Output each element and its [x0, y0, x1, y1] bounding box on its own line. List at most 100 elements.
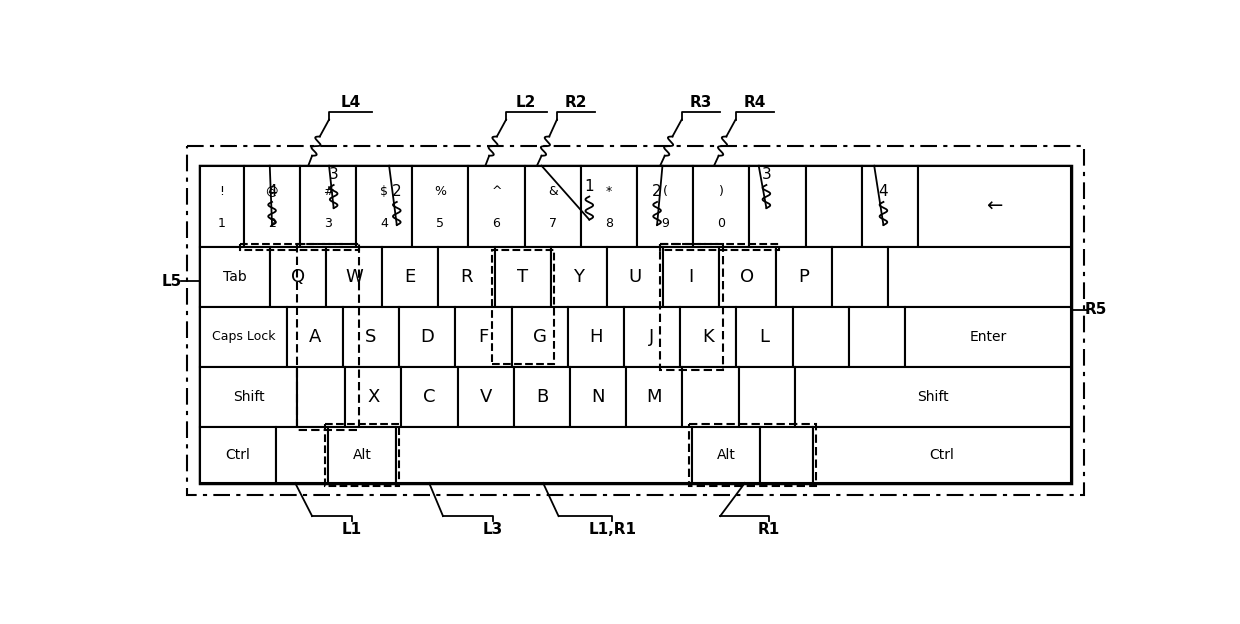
Text: L5: L5 — [162, 274, 182, 289]
Bar — [382, 246, 439, 306]
Text: U: U — [629, 268, 642, 286]
Text: A: A — [309, 328, 321, 346]
Text: P: P — [799, 268, 810, 286]
Bar — [693, 166, 749, 246]
Text: 2: 2 — [392, 185, 402, 200]
Bar — [626, 367, 682, 427]
Text: X: X — [367, 388, 379, 406]
Text: @: @ — [265, 185, 278, 198]
Bar — [570, 367, 626, 427]
Text: 4: 4 — [268, 185, 277, 200]
Bar — [513, 367, 570, 427]
Bar — [776, 246, 832, 306]
Bar — [439, 246, 495, 306]
Bar — [719, 246, 776, 306]
Bar — [243, 166, 300, 246]
Bar — [201, 246, 270, 306]
Bar — [277, 427, 329, 483]
Bar — [201, 367, 296, 427]
Text: 3: 3 — [324, 217, 332, 230]
Bar — [795, 367, 1070, 427]
Bar — [201, 166, 243, 246]
Text: E: E — [404, 268, 415, 286]
Bar — [905, 306, 1070, 367]
Text: Enter: Enter — [970, 329, 1007, 344]
Text: 3: 3 — [761, 167, 771, 182]
Text: 4: 4 — [381, 217, 388, 230]
Text: O: O — [740, 268, 755, 286]
Text: T: T — [517, 268, 528, 286]
Text: R: R — [460, 268, 472, 286]
Text: Q: Q — [291, 268, 305, 286]
Text: 8: 8 — [605, 217, 613, 230]
Bar — [343, 306, 399, 367]
Text: ^: ^ — [491, 185, 502, 198]
Text: R4: R4 — [744, 95, 766, 110]
Text: Shift: Shift — [916, 390, 949, 404]
Bar — [660, 243, 723, 370]
Text: 1: 1 — [584, 179, 594, 194]
Bar — [241, 243, 360, 250]
Bar — [888, 246, 1070, 306]
Bar — [663, 246, 719, 306]
Bar — [862, 166, 918, 246]
Bar — [356, 166, 412, 246]
Text: 3: 3 — [329, 167, 339, 182]
Bar — [580, 166, 637, 246]
Text: ): ) — [719, 185, 724, 198]
Text: &: & — [548, 185, 558, 198]
Text: C: C — [423, 388, 435, 406]
Text: 4: 4 — [879, 185, 888, 200]
Bar — [551, 246, 608, 306]
Text: L: L — [759, 328, 770, 346]
Text: R5: R5 — [1085, 302, 1107, 317]
Bar — [326, 246, 382, 306]
Text: Shift: Shift — [233, 390, 264, 404]
Bar — [849, 306, 905, 367]
Bar — [832, 246, 888, 306]
Text: Alt: Alt — [352, 448, 372, 462]
Text: F: F — [479, 328, 489, 346]
Text: 0: 0 — [718, 217, 725, 230]
Bar — [624, 306, 681, 367]
Bar — [682, 367, 739, 427]
Text: L2: L2 — [516, 95, 537, 110]
Bar — [760, 427, 812, 483]
Bar — [469, 166, 525, 246]
Text: D: D — [420, 328, 434, 346]
Text: S: S — [366, 328, 377, 346]
Text: $: $ — [381, 185, 388, 198]
Text: I: I — [688, 268, 694, 286]
Text: Y: Y — [573, 268, 584, 286]
Bar — [458, 367, 513, 427]
Bar — [345, 367, 402, 427]
Bar — [737, 306, 792, 367]
Text: W: W — [345, 268, 363, 286]
Text: R1: R1 — [758, 522, 780, 537]
Text: B: B — [536, 388, 548, 406]
Bar — [286, 306, 343, 367]
Text: *: * — [606, 185, 613, 198]
Text: 2: 2 — [268, 217, 275, 230]
Bar — [637, 166, 693, 246]
Text: Ctrl: Ctrl — [226, 448, 250, 462]
Bar — [296, 367, 345, 427]
Bar — [270, 246, 326, 306]
Text: G: G — [533, 328, 547, 346]
Text: Ctrl: Ctrl — [929, 448, 954, 462]
Text: V: V — [480, 388, 492, 406]
Text: Tab: Tab — [223, 270, 247, 284]
Text: L1: L1 — [342, 522, 362, 537]
Bar — [396, 427, 692, 483]
Bar — [812, 427, 1070, 483]
Bar — [806, 166, 862, 246]
Bar — [325, 424, 399, 486]
Bar — [495, 246, 551, 306]
Text: 9: 9 — [661, 217, 670, 230]
Text: R2: R2 — [565, 95, 588, 110]
Text: %: % — [434, 185, 446, 198]
Text: 2: 2 — [652, 185, 662, 200]
Bar — [739, 367, 795, 427]
Text: H: H — [589, 328, 603, 346]
Text: Alt: Alt — [717, 448, 735, 462]
